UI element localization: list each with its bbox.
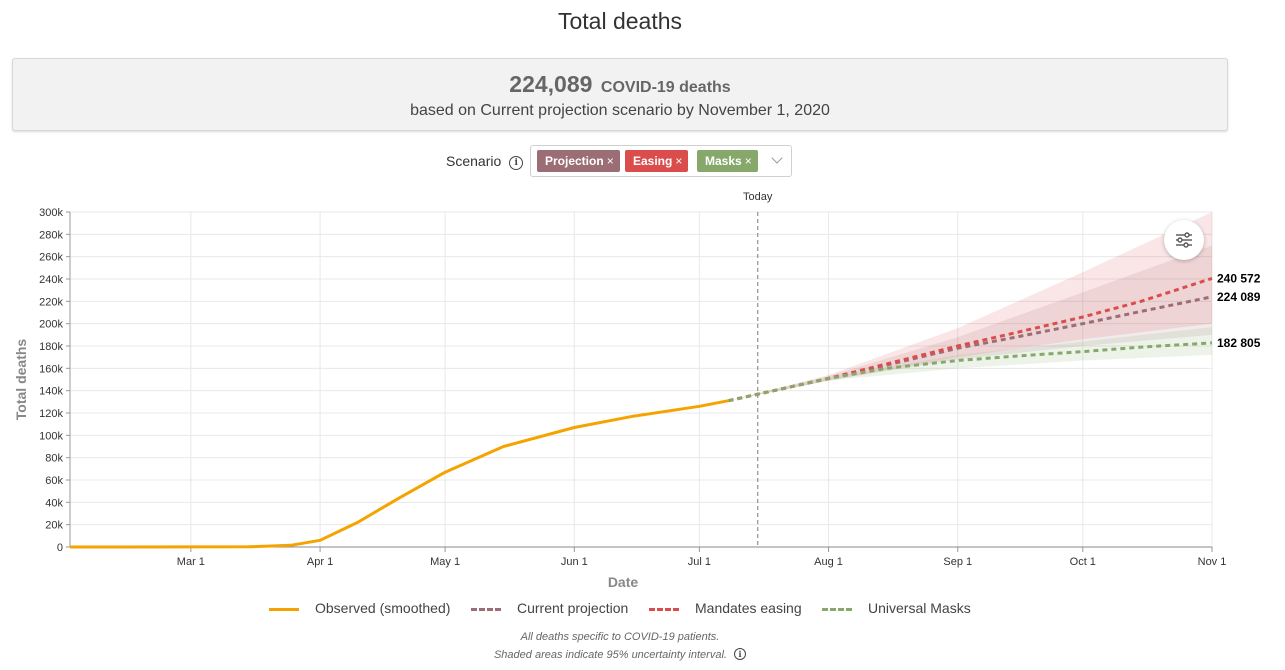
y-tick-label: 160k	[39, 363, 63, 375]
info-icon[interactable]: i	[734, 648, 747, 660]
y-tick-label: 200k	[39, 319, 63, 331]
y-tick-label: 60k	[45, 475, 63, 487]
tag-label: Easing	[633, 154, 673, 168]
tag-label: Projection	[545, 154, 604, 168]
y-tick-label: 0	[57, 542, 63, 554]
scenario-label-text: Scenario	[446, 153, 502, 169]
legend-item-universal-masks[interactable]: Universal Masks	[822, 600, 971, 616]
footnote-line-1: All deaths specific to COVID-19 patients…	[520, 631, 720, 643]
x-tick-label: Apr 1	[307, 556, 333, 568]
series-end-label: 224 089	[1217, 290, 1261, 304]
legend-label: Observed (smoothed)	[315, 600, 451, 616]
x-tick-label: Aug 1	[814, 556, 843, 568]
summary-unit: COVID-19 deaths	[600, 79, 731, 96]
info-icon[interactable]: i	[509, 156, 524, 170]
y-tick-label: 120k	[39, 408, 63, 420]
page-title: Total deaths	[557, 8, 683, 34]
y-tick-label: 140k	[39, 386, 63, 398]
chart-legend: Observed (smoothed) Current projection M…	[0, 600, 1285, 618]
y-axis-title: Total deaths	[13, 339, 29, 421]
x-tick-label: Jul 1	[688, 556, 711, 568]
series-line	[728, 276, 1213, 403]
legend-label: Mandates easing	[695, 600, 802, 616]
x-tick-label: Mar 1	[177, 556, 205, 568]
scenario-tag-projection[interactable]: Projection ×	[537, 150, 620, 172]
tag-label: Masks	[705, 154, 742, 168]
legend-label: Universal Masks	[868, 600, 971, 616]
y-tick-label: 220k	[39, 296, 63, 308]
series-line	[69, 399, 729, 549]
y-tick-label: 100k	[39, 430, 63, 442]
footnote-text: Shaded areas indicate 95% uncertainty in…	[493, 649, 727, 661]
x-tick-label: Nov 1	[1198, 556, 1227, 568]
deaths-chart: 0 20k 40k 60k 80k 100k 120k 140k 160k 180k 200k 220…	[13, 191, 1261, 590]
scenario-tag-easing[interactable]: Easing ×	[625, 150, 689, 172]
summary-death-count: 224,089	[509, 71, 593, 97]
y-tick-label: 80k	[45, 453, 63, 465]
x-axis-title: Date	[608, 574, 639, 590]
x-tick-label: Oct 1	[1070, 556, 1096, 568]
y-tick-label: 40k	[45, 497, 63, 509]
legend-swatch	[822, 607, 852, 611]
sliders-icon	[1176, 232, 1192, 248]
footnote-line-2: Shaded areas indicate 95% uncertainty in…	[0, 648, 1240, 661]
chevron-down-icon[interactable]	[771, 152, 783, 164]
y-tick-label: 240k	[39, 274, 63, 286]
uncertainty-band	[728, 245, 1212, 401]
legend-item-observed[interactable]: Observed (smoothed)	[269, 600, 450, 616]
x-tick-label: May 1	[430, 556, 460, 568]
series-line	[728, 341, 1213, 403]
remove-tag-icon[interactable]: ×	[606, 154, 614, 168]
legend-label: Current projection	[517, 600, 629, 616]
series-end-label: 182 805	[1217, 336, 1261, 350]
uncertainty-band	[728, 212, 1212, 401]
summary-subtitle: based on Current projection scenario by …	[410, 102, 830, 119]
y-tick-label: 180k	[39, 341, 63, 353]
uncertainty-band	[728, 327, 1212, 401]
scenario-tag-masks[interactable]: Masks ×	[697, 150, 758, 172]
remove-tag-icon[interactable]: ×	[675, 154, 683, 168]
legend-item-current-projection[interactable]: Current projection	[471, 600, 628, 616]
x-tick-label: Jun 1	[561, 556, 588, 568]
legend-swatch	[471, 607, 501, 611]
scenario-label: Scenario i	[446, 153, 524, 170]
y-tick-label: 20k	[45, 520, 63, 532]
y-tick-label: 260k	[39, 252, 63, 264]
y-tick-label: 280k	[39, 229, 63, 241]
scenario-select[interactable]: Projection × Easing × Masks ×	[530, 145, 792, 177]
today-label: Today	[743, 191, 773, 203]
legend-swatch	[269, 607, 299, 611]
legend-swatch	[649, 607, 679, 611]
y-tick-label: 300k	[39, 207, 63, 219]
chart-settings-button[interactable]	[1164, 220, 1204, 260]
remove-tag-icon[interactable]: ×	[744, 154, 752, 168]
series-line	[728, 295, 1213, 403]
x-tick-label: Sep 1	[943, 556, 972, 568]
summary-box: 224,089 COVID-19 deaths based on Current…	[12, 58, 1228, 131]
legend-item-mandates-easing[interactable]: Mandates easing	[649, 600, 802, 616]
series-end-label: 240 572	[1217, 271, 1261, 285]
